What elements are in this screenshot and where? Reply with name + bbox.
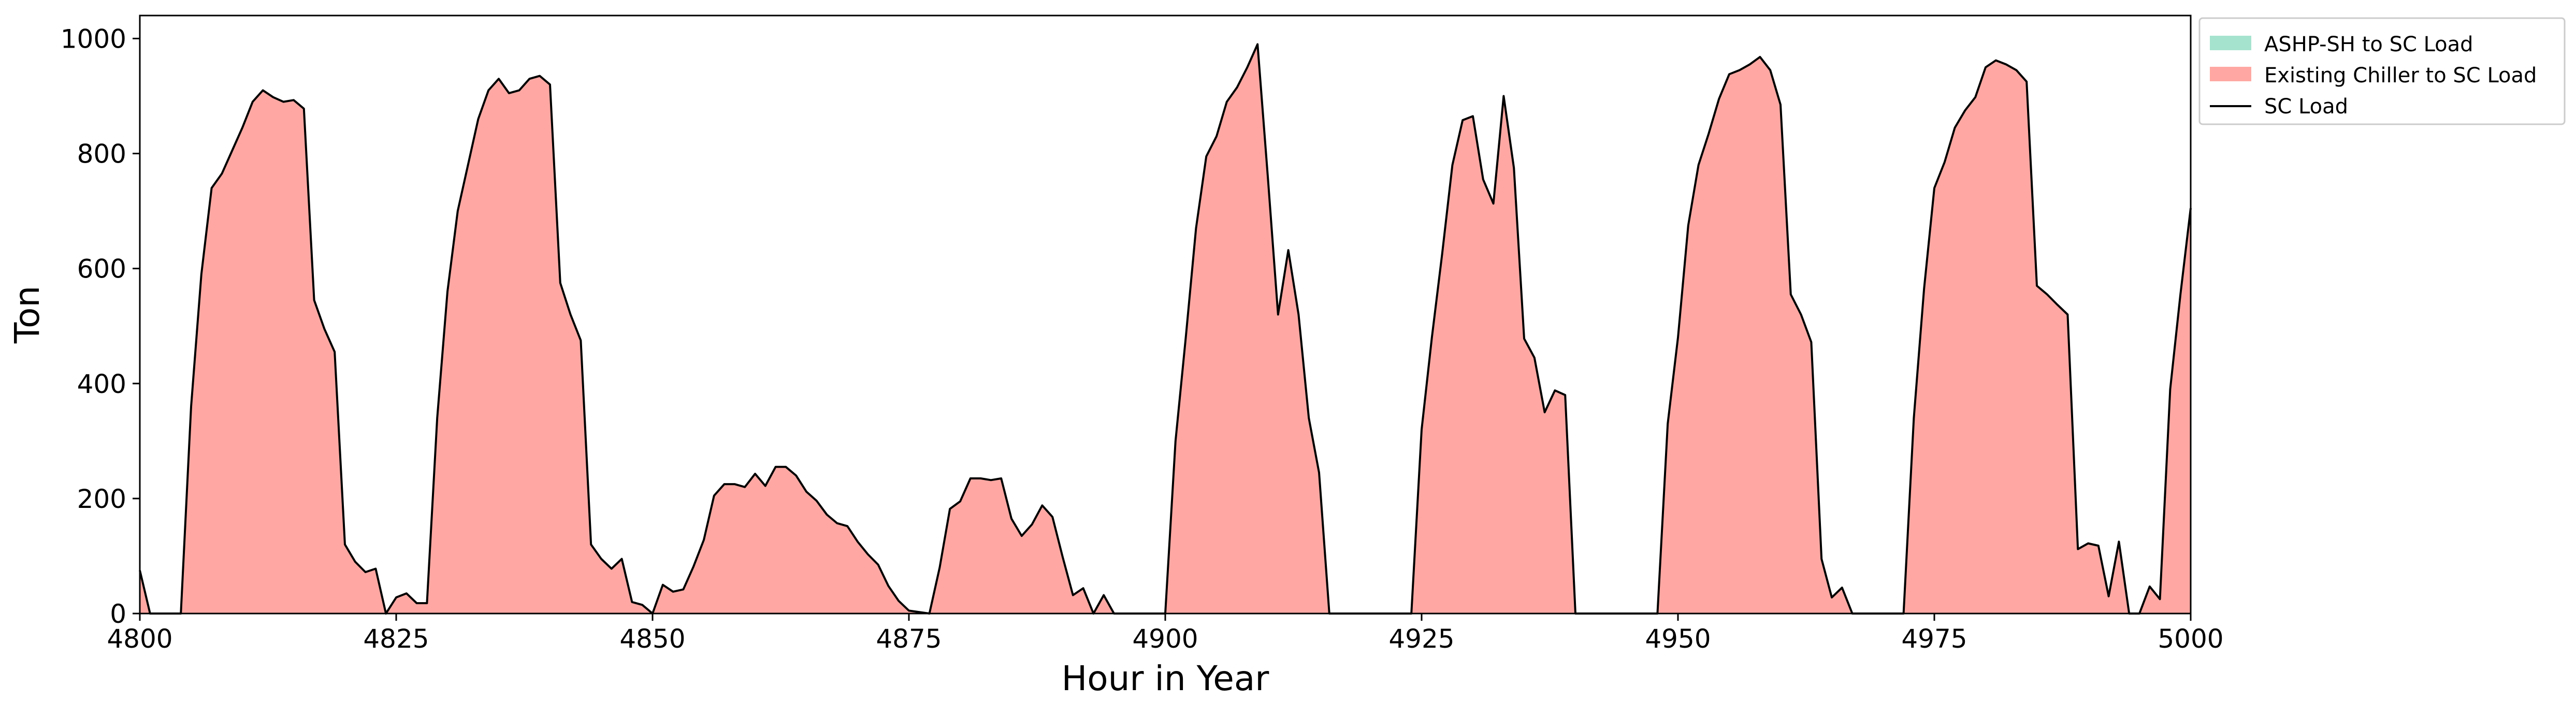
y-tick-label: 400: [77, 369, 126, 399]
x-tick-label: 4925: [1388, 624, 1454, 654]
y-axis-label: Ton: [7, 286, 47, 344]
x-tick-label: 4900: [1132, 624, 1198, 654]
x-tick-label: 4950: [1645, 624, 1711, 654]
y-tick-label: 200: [77, 484, 126, 514]
y-tick-label: 600: [77, 254, 126, 284]
axis-ticks: 4800 4825 4850 4875 4900 4925 4950 4975 5000 0 200…: [61, 24, 2224, 654]
legend: ASHP-SH to SC Load Existing Chiller to S…: [2198, 17, 2566, 125]
y-tick-label: 1000: [61, 24, 126, 54]
legend-entry-sc-load: SC Load: [2264, 95, 2348, 119]
x-tick-label: 5000: [2158, 624, 2223, 654]
legend-box: [2198, 17, 2566, 125]
legend-entry-existing-chiller: Existing Chiller to SC Load: [2264, 64, 2537, 87]
y-tick-label: 0: [110, 599, 126, 629]
x-tick-label: 4975: [1901, 624, 1967, 654]
legend-swatch-existing-chiller: [2210, 67, 2251, 81]
plot-area: [139, 43, 2192, 615]
sc-load-line: [139, 43, 2192, 615]
x-tick-label: 4825: [363, 624, 429, 654]
legend-entry-ashp: ASHP-SH to SC Load: [2264, 33, 2473, 56]
x-tick-label: 4850: [619, 624, 685, 654]
x-tick-label: 4800: [107, 624, 172, 654]
existing-chiller-area: [140, 44, 2191, 614]
legend-swatch-ashp: [2210, 36, 2251, 50]
y-tick-label: 800: [77, 139, 126, 169]
x-tick-label: 4875: [876, 624, 942, 654]
x-axis-label: Hour in Year: [1062, 659, 1270, 698]
